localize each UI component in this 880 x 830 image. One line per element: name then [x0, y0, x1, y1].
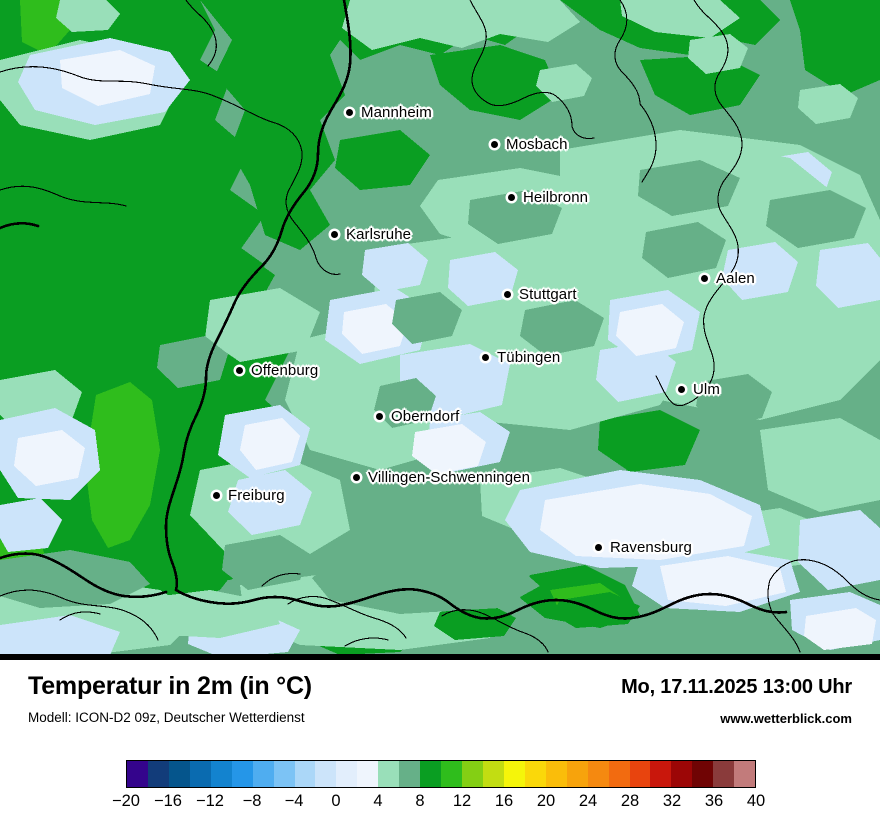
colorbar-swatch	[420, 761, 442, 787]
city-label: Stuttgart	[519, 286, 577, 303]
city-marker[interactable]: Ravensburg	[595, 539, 692, 556]
valid-time-label: Mo, 17.11.2025 13:00 Uhr	[621, 676, 852, 698]
colorbar-swatch	[734, 761, 756, 787]
city-dot-icon	[504, 291, 511, 298]
city-dot-icon	[595, 544, 602, 551]
colorbar-swatch	[671, 761, 693, 787]
colorbar-swatch	[336, 761, 358, 787]
city-label: Oberndorf	[391, 408, 460, 425]
colorbar-swatch	[147, 761, 169, 787]
colorbar-swatch	[378, 761, 400, 787]
city-label: Offenburg	[251, 362, 319, 379]
colorbar-swatch	[210, 761, 232, 787]
colorbar-swatch	[294, 761, 316, 787]
colorbar-tick-label: 16	[494, 792, 514, 810]
colorbar-tick-label: 36	[704, 792, 724, 810]
colorbar-swatch	[566, 761, 588, 787]
city-marker[interactable]: Mosbach	[491, 136, 568, 153]
colorbar-swatch	[482, 761, 504, 787]
colorbar-tick-label: 24	[578, 792, 598, 810]
city-marker[interactable]: Stuttgart	[504, 286, 577, 303]
city-marker[interactable]: Karlsruhe	[331, 226, 411, 243]
colorbar-tick-label: −20	[112, 792, 140, 810]
city-dot-icon	[508, 194, 515, 201]
city-label: Mannheim	[361, 104, 432, 121]
city-marker[interactable]: Aalen	[701, 270, 755, 287]
site-url-label: www.wetterblick.com	[720, 711, 852, 726]
colorbar-tick-label: −4	[284, 792, 304, 810]
colorbar-swatch	[231, 761, 253, 787]
model-subtitle: Modell: ICON-D2 09z, Deutscher Wetterdie…	[28, 710, 305, 725]
colorbar-tick-label: −16	[154, 792, 182, 810]
colorbar-swatch	[189, 761, 211, 787]
colorbar-swatch	[399, 761, 421, 787]
city-label: Aalen	[716, 270, 755, 287]
colorbar-tick-label: 0	[331, 792, 341, 810]
colorbar-tick-label: 12	[452, 792, 472, 810]
colorbar-tick-label: 40	[746, 792, 766, 810]
city-dot-icon	[678, 386, 685, 393]
map-raster	[0, 0, 880, 660]
city-marker[interactable]: Mannheim	[346, 104, 432, 121]
city-label: Tübingen	[497, 349, 561, 366]
city-marker[interactable]: Offenburg	[236, 362, 318, 379]
city-marker[interactable]: Tübingen	[482, 349, 560, 366]
colorbar-tick-label: 32	[662, 792, 682, 810]
colorbar-swatch	[273, 761, 295, 787]
city-label: Karlsruhe	[346, 226, 412, 243]
colorbar-swatch	[587, 761, 609, 787]
city-dot-icon	[331, 231, 338, 238]
city-marker[interactable]: Freiburg	[213, 487, 285, 504]
city-label: Mosbach	[506, 136, 568, 153]
colorbar-swatch	[357, 761, 379, 787]
colorbar-swatch	[503, 761, 525, 787]
city-marker[interactable]: Heilbronn	[508, 189, 588, 206]
city-marker[interactable]: Oberndorf	[376, 408, 459, 425]
city-dot-icon	[701, 275, 708, 282]
city-dot-icon	[376, 413, 383, 420]
colorbar-tick-label: 28	[620, 792, 640, 810]
colorbar-swatch	[713, 761, 735, 787]
colorbar-swatches	[126, 760, 756, 788]
city-label: Heilbronn	[523, 189, 589, 206]
colorbar-tick-label: 4	[373, 792, 383, 810]
city-dot-icon	[482, 354, 489, 361]
colorbar-swatch	[252, 761, 274, 787]
city-dot-icon	[346, 109, 353, 116]
city-label: Freiburg	[228, 487, 285, 504]
city-dot-icon	[491, 141, 498, 148]
city-label: Villingen-Schwenningen	[368, 469, 531, 486]
colorbar-swatch	[462, 761, 483, 787]
city-dot-icon	[213, 492, 220, 499]
footer-panel: Temperatur in 2m (in °C) Modell: ICON-D2…	[0, 660, 880, 830]
colorbar-swatch	[608, 761, 630, 787]
colorbar-tick-label: 8	[415, 792, 425, 810]
colorbar-swatch	[650, 761, 672, 787]
colorbar-swatch	[629, 761, 651, 787]
city-dot-icon	[353, 474, 360, 481]
colorbar-swatch	[545, 761, 567, 787]
colorbar-ticks: −20 −16 −12 −8 −4 0 4 8 12 16 20 24 28 32 36 40	[112, 788, 765, 822]
page-title: Temperatur in 2m (in °C)	[28, 672, 312, 700]
city-dot-icon	[236, 367, 243, 374]
temperature-map[interactable]: Mannheim Mosbach Heilbronn Karlsruhe Aal…	[0, 0, 880, 660]
colorbar-swatch	[127, 761, 148, 787]
colorbar-swatch	[315, 761, 337, 787]
colorbar-tick-label: −8	[242, 792, 262, 810]
colorbar: −20 −16 −12 −8 −4 0 4 8 12 16 20 24 28 32 36 40	[112, 760, 765, 810]
city-marker[interactable]: Villingen-Schwenningen	[353, 469, 530, 486]
colorbar-swatch	[441, 761, 462, 787]
colorbar-tick-label: 20	[536, 792, 556, 810]
colorbar-swatch	[524, 761, 546, 787]
city-label: Ulm	[693, 381, 720, 398]
colorbar-swatch	[168, 761, 190, 787]
city-label: Ravensburg	[610, 539, 692, 556]
city-marker[interactable]: Ulm	[678, 381, 720, 398]
colorbar-swatch	[692, 761, 714, 787]
colorbar-tick-label: −12	[196, 792, 224, 810]
